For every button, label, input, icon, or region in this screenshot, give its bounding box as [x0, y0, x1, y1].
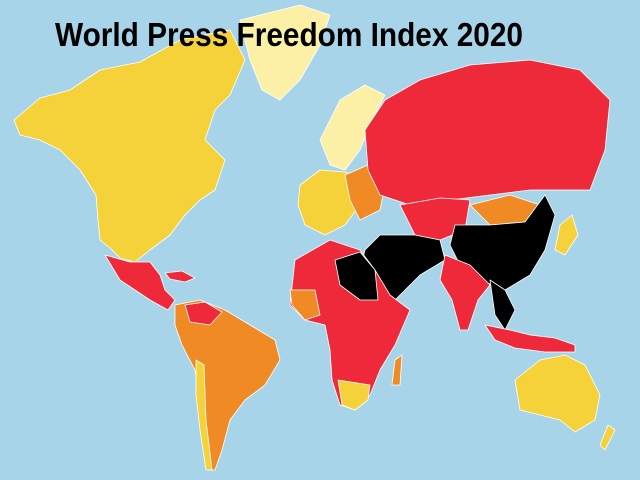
chile	[195, 359, 213, 471]
indonesia	[484, 324, 576, 353]
africa	[289, 239, 411, 411]
mexico	[104, 254, 176, 311]
west-africa	[289, 289, 321, 321]
cuba	[164, 270, 196, 283]
japan	[554, 214, 579, 256]
russia	[364, 59, 611, 206]
north-africa	[334, 251, 379, 301]
madagascar	[391, 354, 403, 386]
south-america	[174, 299, 281, 471]
new-zealand	[599, 424, 616, 451]
venezuela	[184, 301, 223, 326]
canada-usa	[13, 29, 246, 263]
australia	[514, 354, 601, 433]
indochina	[489, 279, 516, 331]
southern-africa	[337, 379, 371, 411]
india	[439, 254, 491, 331]
greenland	[239, 4, 331, 101]
map-title: World Press Freedom Index 2020	[55, 16, 523, 53]
